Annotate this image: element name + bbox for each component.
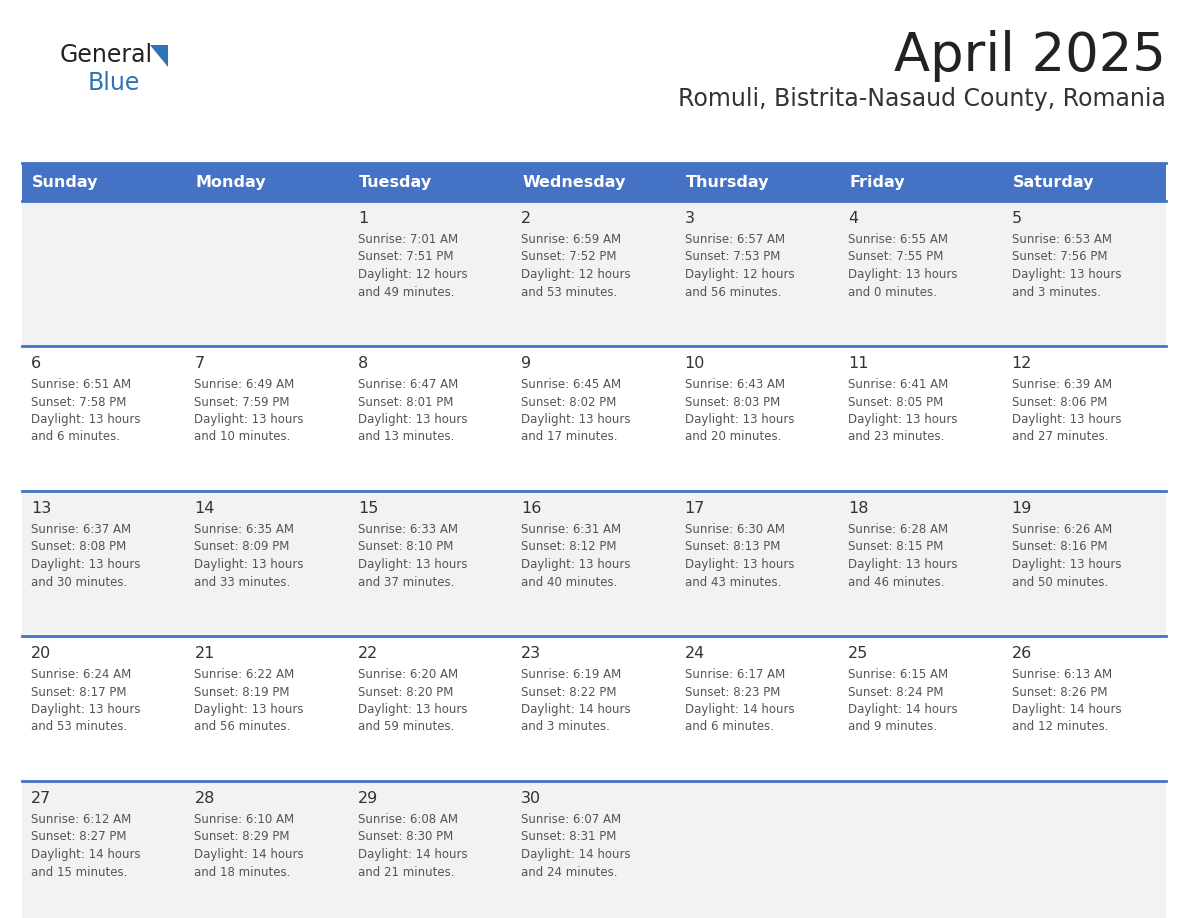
Text: 6: 6 (31, 356, 42, 371)
Text: 2: 2 (522, 211, 531, 226)
Text: Sunrise: 6:24 AM
Sunset: 8:17 PM
Daylight: 13 hours
and 53 minutes.: Sunrise: 6:24 AM Sunset: 8:17 PM Dayligh… (31, 668, 140, 733)
Text: Sunrise: 6:41 AM
Sunset: 8:05 PM
Daylight: 13 hours
and 23 minutes.: Sunrise: 6:41 AM Sunset: 8:05 PM Dayligh… (848, 378, 958, 443)
Text: Sunrise: 6:22 AM
Sunset: 8:19 PM
Daylight: 13 hours
and 56 minutes.: Sunrise: 6:22 AM Sunset: 8:19 PM Dayligh… (195, 668, 304, 733)
Text: Sunrise: 6:08 AM
Sunset: 8:30 PM
Daylight: 14 hours
and 21 minutes.: Sunrise: 6:08 AM Sunset: 8:30 PM Dayligh… (358, 813, 468, 879)
Text: 23: 23 (522, 646, 542, 661)
Text: Wednesday: Wednesday (523, 174, 626, 189)
Text: Thursday: Thursday (685, 174, 769, 189)
Text: 27: 27 (31, 791, 51, 806)
Text: 14: 14 (195, 501, 215, 516)
Text: 16: 16 (522, 501, 542, 516)
Text: 11: 11 (848, 356, 868, 371)
Text: 13: 13 (31, 501, 51, 516)
Text: Sunrise: 6:55 AM
Sunset: 7:55 PM
Daylight: 13 hours
and 0 minutes.: Sunrise: 6:55 AM Sunset: 7:55 PM Dayligh… (848, 233, 958, 298)
Text: 8: 8 (358, 356, 368, 371)
Text: Sunrise: 6:49 AM
Sunset: 7:59 PM
Daylight: 13 hours
and 10 minutes.: Sunrise: 6:49 AM Sunset: 7:59 PM Dayligh… (195, 378, 304, 443)
Text: Sunrise: 7:01 AM
Sunset: 7:51 PM
Daylight: 12 hours
and 49 minutes.: Sunrise: 7:01 AM Sunset: 7:51 PM Dayligh… (358, 233, 468, 298)
Text: Sunrise: 6:39 AM
Sunset: 8:06 PM
Daylight: 13 hours
and 27 minutes.: Sunrise: 6:39 AM Sunset: 8:06 PM Dayligh… (1011, 378, 1121, 443)
Text: Blue: Blue (88, 71, 140, 95)
Text: 17: 17 (684, 501, 706, 516)
Bar (23, 201, 1165, 346)
Bar (23, 491, 1165, 636)
Text: Sunrise: 6:13 AM
Sunset: 8:26 PM
Daylight: 14 hours
and 12 minutes.: Sunrise: 6:13 AM Sunset: 8:26 PM Dayligh… (1011, 668, 1121, 733)
Text: 30: 30 (522, 791, 542, 806)
Text: Sunrise: 6:57 AM
Sunset: 7:53 PM
Daylight: 12 hours
and 56 minutes.: Sunrise: 6:57 AM Sunset: 7:53 PM Dayligh… (684, 233, 795, 298)
Text: Sunrise: 6:33 AM
Sunset: 8:10 PM
Daylight: 13 hours
and 37 minutes.: Sunrise: 6:33 AM Sunset: 8:10 PM Dayligh… (358, 523, 467, 588)
Text: 22: 22 (358, 646, 378, 661)
Text: Sunrise: 6:19 AM
Sunset: 8:22 PM
Daylight: 14 hours
and 3 minutes.: Sunrise: 6:19 AM Sunset: 8:22 PM Dayligh… (522, 668, 631, 733)
Text: Sunrise: 6:51 AM
Sunset: 7:58 PM
Daylight: 13 hours
and 6 minutes.: Sunrise: 6:51 AM Sunset: 7:58 PM Dayligh… (31, 378, 140, 443)
Text: Sunrise: 6:59 AM
Sunset: 7:52 PM
Daylight: 12 hours
and 53 minutes.: Sunrise: 6:59 AM Sunset: 7:52 PM Dayligh… (522, 233, 631, 298)
Text: General: General (61, 43, 153, 67)
Text: 10: 10 (684, 356, 706, 371)
Text: 9: 9 (522, 356, 531, 371)
Text: Saturday: Saturday (1012, 174, 1094, 189)
Text: 24: 24 (684, 646, 704, 661)
Text: 21: 21 (195, 646, 215, 661)
Polygon shape (150, 45, 168, 67)
Text: Sunrise: 6:15 AM
Sunset: 8:24 PM
Daylight: 14 hours
and 9 minutes.: Sunrise: 6:15 AM Sunset: 8:24 PM Dayligh… (848, 668, 958, 733)
Text: Monday: Monday (196, 174, 266, 189)
Text: Sunday: Sunday (32, 174, 99, 189)
Text: Sunrise: 6:47 AM
Sunset: 8:01 PM
Daylight: 13 hours
and 13 minutes.: Sunrise: 6:47 AM Sunset: 8:01 PM Dayligh… (358, 378, 467, 443)
Text: 5: 5 (1011, 211, 1022, 226)
Text: Sunrise: 6:43 AM
Sunset: 8:03 PM
Daylight: 13 hours
and 20 minutes.: Sunrise: 6:43 AM Sunset: 8:03 PM Dayligh… (684, 378, 795, 443)
Text: 4: 4 (848, 211, 858, 226)
Text: Sunrise: 6:53 AM
Sunset: 7:56 PM
Daylight: 13 hours
and 3 minutes.: Sunrise: 6:53 AM Sunset: 7:56 PM Dayligh… (1011, 233, 1121, 298)
Bar (23, 636, 1165, 781)
Text: 3: 3 (684, 211, 695, 226)
Text: 25: 25 (848, 646, 868, 661)
Text: Sunrise: 6:07 AM
Sunset: 8:31 PM
Daylight: 14 hours
and 24 minutes.: Sunrise: 6:07 AM Sunset: 8:31 PM Dayligh… (522, 813, 631, 879)
Text: 20: 20 (31, 646, 51, 661)
Text: Sunrise: 6:37 AM
Sunset: 8:08 PM
Daylight: 13 hours
and 30 minutes.: Sunrise: 6:37 AM Sunset: 8:08 PM Dayligh… (31, 523, 140, 588)
Text: 26: 26 (1011, 646, 1032, 661)
Bar (23, 781, 1165, 918)
Text: Sunrise: 6:35 AM
Sunset: 8:09 PM
Daylight: 13 hours
and 33 minutes.: Sunrise: 6:35 AM Sunset: 8:09 PM Dayligh… (195, 523, 304, 588)
Text: 19: 19 (1011, 501, 1032, 516)
Bar (23, 163, 1165, 201)
Bar (23, 346, 1165, 491)
Text: 28: 28 (195, 791, 215, 806)
Text: 18: 18 (848, 501, 868, 516)
Text: Sunrise: 6:45 AM
Sunset: 8:02 PM
Daylight: 13 hours
and 17 minutes.: Sunrise: 6:45 AM Sunset: 8:02 PM Dayligh… (522, 378, 631, 443)
Text: 1: 1 (358, 211, 368, 226)
Text: 15: 15 (358, 501, 378, 516)
Text: 29: 29 (358, 791, 378, 806)
Text: Friday: Friday (849, 174, 905, 189)
Text: Sunrise: 6:20 AM
Sunset: 8:20 PM
Daylight: 13 hours
and 59 minutes.: Sunrise: 6:20 AM Sunset: 8:20 PM Dayligh… (358, 668, 467, 733)
Text: April 2025: April 2025 (895, 30, 1165, 82)
Text: Sunrise: 6:31 AM
Sunset: 8:12 PM
Daylight: 13 hours
and 40 minutes.: Sunrise: 6:31 AM Sunset: 8:12 PM Dayligh… (522, 523, 631, 588)
Text: Sunrise: 6:30 AM
Sunset: 8:13 PM
Daylight: 13 hours
and 43 minutes.: Sunrise: 6:30 AM Sunset: 8:13 PM Dayligh… (684, 523, 795, 588)
Text: Sunrise: 6:10 AM
Sunset: 8:29 PM
Daylight: 14 hours
and 18 minutes.: Sunrise: 6:10 AM Sunset: 8:29 PM Dayligh… (195, 813, 304, 879)
Text: Sunrise: 6:17 AM
Sunset: 8:23 PM
Daylight: 14 hours
and 6 minutes.: Sunrise: 6:17 AM Sunset: 8:23 PM Dayligh… (684, 668, 795, 733)
Text: Sunrise: 6:26 AM
Sunset: 8:16 PM
Daylight: 13 hours
and 50 minutes.: Sunrise: 6:26 AM Sunset: 8:16 PM Dayligh… (1011, 523, 1121, 588)
Text: 7: 7 (195, 356, 204, 371)
Text: Sunrise: 6:12 AM
Sunset: 8:27 PM
Daylight: 14 hours
and 15 minutes.: Sunrise: 6:12 AM Sunset: 8:27 PM Dayligh… (31, 813, 140, 879)
Text: 12: 12 (1011, 356, 1032, 371)
Text: Sunrise: 6:28 AM
Sunset: 8:15 PM
Daylight: 13 hours
and 46 minutes.: Sunrise: 6:28 AM Sunset: 8:15 PM Dayligh… (848, 523, 958, 588)
Text: Tuesday: Tuesday (359, 174, 432, 189)
Text: Romuli, Bistrita-Nasaud County, Romania: Romuli, Bistrita-Nasaud County, Romania (678, 87, 1165, 111)
